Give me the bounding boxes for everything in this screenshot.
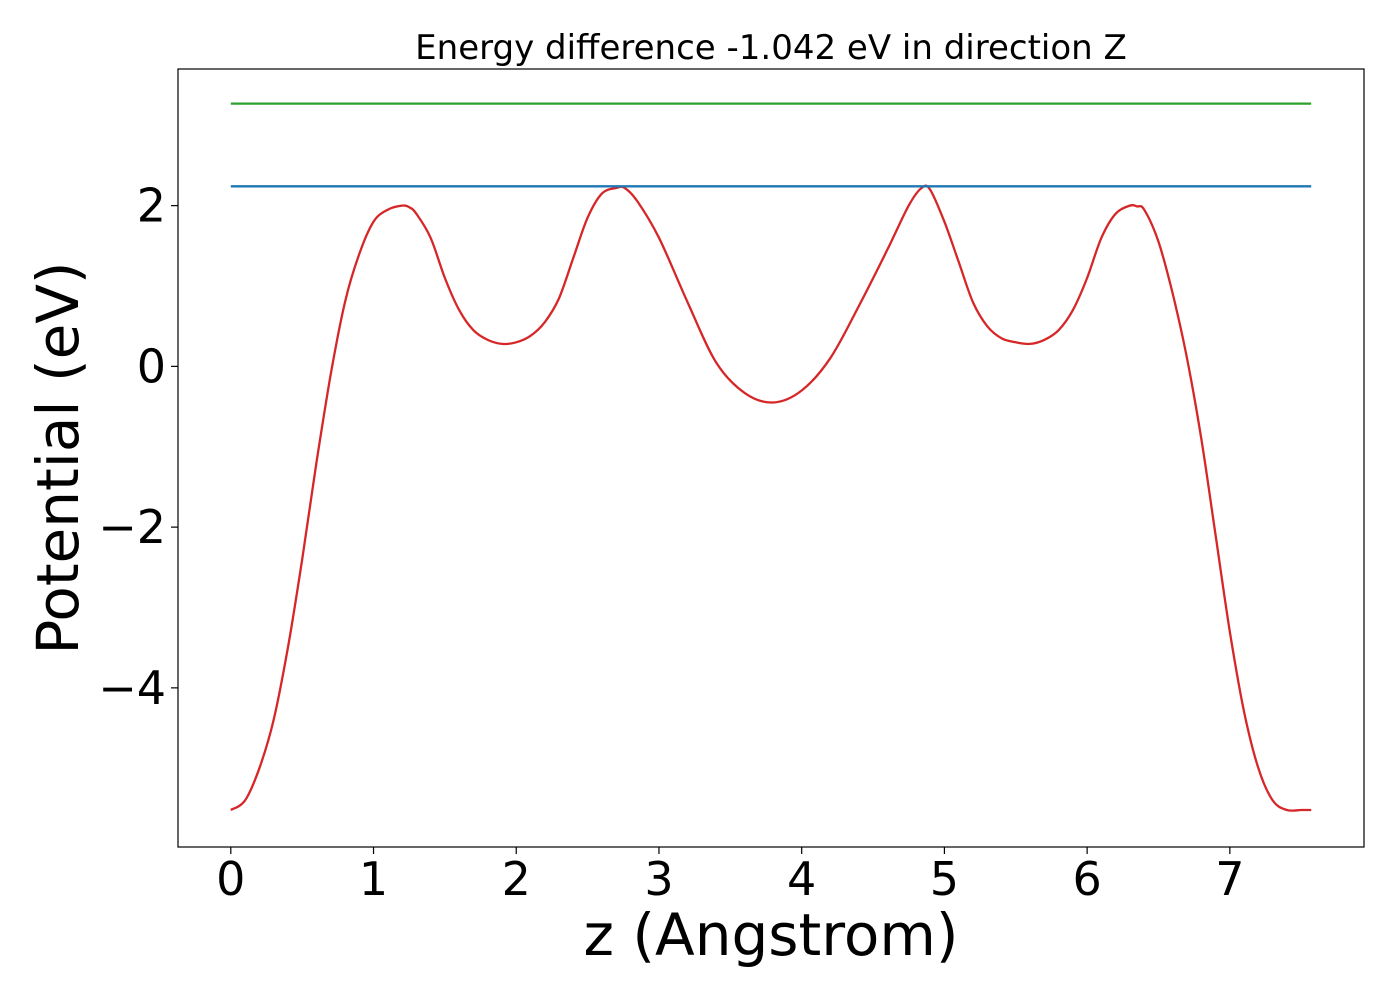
x-tick-label: 1 bbox=[359, 852, 388, 906]
y-tick-label: 0 bbox=[137, 339, 166, 393]
chart-title: Energy difference -1.042 eV in direction… bbox=[415, 28, 1127, 68]
y-tick-label: 2 bbox=[137, 179, 166, 233]
series-line-1 bbox=[230, 184, 1312, 812]
x-tick-label: 2 bbox=[502, 852, 531, 906]
y-axis-ticks: −4 −2 0 2 bbox=[98, 179, 178, 715]
y-tick-label: −2 bbox=[98, 500, 166, 554]
x-axis-label: z (Angstrom) bbox=[584, 901, 959, 969]
y-tick-label: −4 bbox=[98, 661, 166, 715]
y-axis-label: Potential (eV) bbox=[24, 261, 92, 654]
x-tick-label: 5 bbox=[930, 852, 959, 906]
x-tick-label: 7 bbox=[1215, 852, 1244, 906]
x-axis-ticks: 0 1 2 3 4 5 6 7 bbox=[216, 847, 1244, 906]
plot-area bbox=[230, 102, 1312, 812]
x-tick-label: 6 bbox=[1072, 852, 1101, 906]
x-tick-label: 4 bbox=[787, 852, 816, 906]
x-tick-label: 0 bbox=[216, 852, 245, 906]
x-tick-label: 3 bbox=[644, 852, 673, 906]
axes-frame bbox=[177, 68, 1365, 848]
